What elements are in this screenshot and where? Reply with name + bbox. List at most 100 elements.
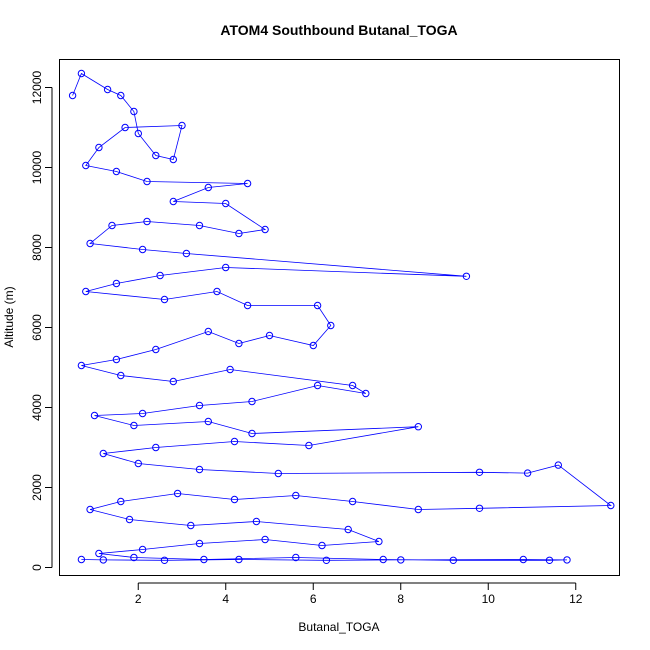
data-point	[563, 556, 571, 564]
data-point	[519, 555, 527, 564]
x-tick-label: 2	[135, 592, 142, 606]
data-point	[90, 411, 99, 420]
data-point	[195, 539, 204, 548]
data-point	[68, 91, 77, 100]
data-point	[99, 449, 108, 458]
data-point	[200, 555, 208, 564]
x-tick-label: 10	[482, 592, 496, 606]
data-point	[95, 143, 103, 152]
data-point	[235, 229, 243, 238]
data-point	[235, 555, 243, 564]
data-point	[108, 221, 116, 230]
data-point	[462, 272, 471, 280]
data-point	[226, 365, 234, 374]
data-point	[121, 123, 129, 132]
data-point	[379, 555, 387, 564]
data-point	[130, 107, 138, 116]
data-point	[235, 339, 243, 348]
y-tick-label: 10000	[30, 150, 44, 184]
data-point	[243, 179, 252, 188]
data-point	[173, 489, 182, 498]
data-point	[82, 287, 90, 296]
data-point	[134, 459, 143, 468]
data-point	[475, 504, 484, 512]
data-point	[117, 497, 125, 506]
data-point	[348, 381, 357, 390]
data-point	[261, 535, 269, 544]
data-point	[475, 468, 484, 476]
data-point	[143, 217, 151, 226]
data-point	[414, 505, 422, 514]
data-point	[117, 371, 125, 380]
data-point	[292, 491, 300, 500]
data-point	[554, 461, 562, 469]
data-point	[112, 355, 121, 364]
data-point	[112, 167, 121, 176]
data-point	[309, 341, 317, 350]
data-point	[545, 556, 554, 564]
data-point	[523, 469, 532, 477]
data-point	[607, 501, 615, 510]
data-point	[265, 331, 274, 340]
data-point	[95, 549, 103, 558]
data-point	[152, 345, 160, 354]
x-axis: 2 4 6 8 10 12	[135, 582, 583, 606]
data-point	[152, 443, 160, 452]
y-tick-label: 2000	[30, 474, 44, 501]
data-point	[230, 495, 239, 504]
data-point	[138, 245, 147, 254]
data-point	[348, 497, 357, 506]
data-point	[138, 409, 147, 418]
x-tick-label: 12	[569, 592, 583, 606]
data-point	[125, 515, 134, 524]
data-point	[169, 197, 178, 206]
data-point	[313, 301, 322, 310]
data-point	[99, 556, 108, 564]
data-point	[375, 537, 383, 546]
data-point	[77, 555, 86, 564]
data-point	[248, 429, 256, 438]
data-point	[77, 361, 86, 370]
data-point	[213, 287, 221, 296]
data-point	[130, 421, 138, 430]
chart-title: ATOM4 Southbound Butanal_TOGA	[220, 22, 457, 38]
data-point	[134, 129, 143, 138]
plot-frame	[59, 59, 620, 576]
data-point	[274, 469, 282, 478]
x-tick-label: 8	[397, 592, 404, 606]
data-point	[86, 505, 94, 514]
data-point	[112, 279, 121, 288]
data-point	[117, 91, 125, 100]
x-tick-label: 4	[222, 592, 229, 606]
x-tick-label: 6	[310, 592, 317, 606]
data-point	[178, 121, 186, 130]
data-point	[195, 465, 204, 474]
series-layer	[68, 69, 615, 564]
data-point	[204, 183, 213, 192]
x-axis-label: Butanal_TOGA	[298, 620, 379, 634]
data-point	[204, 417, 213, 426]
data-point	[248, 397, 256, 406]
data-point	[449, 556, 457, 564]
data-point	[195, 401, 204, 410]
data-point	[222, 263, 230, 272]
data-point	[305, 441, 313, 450]
data-point	[230, 437, 239, 446]
data-point	[344, 525, 352, 534]
data-point	[195, 221, 204, 230]
data-point	[252, 517, 261, 526]
y-axis: 0 2000 4000 6000 8000 10000 12000	[30, 70, 53, 571]
data-point	[143, 177, 151, 186]
data-point	[292, 553, 300, 562]
data-point	[204, 327, 213, 336]
data-point	[327, 321, 335, 330]
data-point	[156, 271, 164, 280]
data-point	[130, 553, 138, 562]
data-point	[82, 161, 90, 170]
data-point	[169, 155, 178, 164]
data-point	[261, 225, 269, 234]
data-point	[187, 521, 195, 530]
data-point	[322, 556, 331, 564]
